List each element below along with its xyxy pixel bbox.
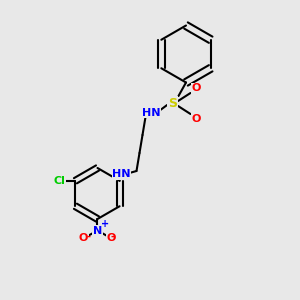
Text: HN: HN (112, 169, 131, 179)
Text: O: O (192, 113, 201, 124)
Text: -: - (87, 232, 91, 242)
Text: -: - (111, 232, 115, 242)
Text: +: + (101, 219, 109, 230)
Text: O: O (107, 232, 116, 243)
Text: N: N (93, 226, 102, 236)
Text: O: O (192, 83, 201, 94)
Text: Cl: Cl (54, 176, 65, 186)
Text: HN: HN (142, 107, 161, 118)
Text: O: O (79, 232, 88, 243)
Text: S: S (168, 97, 177, 110)
